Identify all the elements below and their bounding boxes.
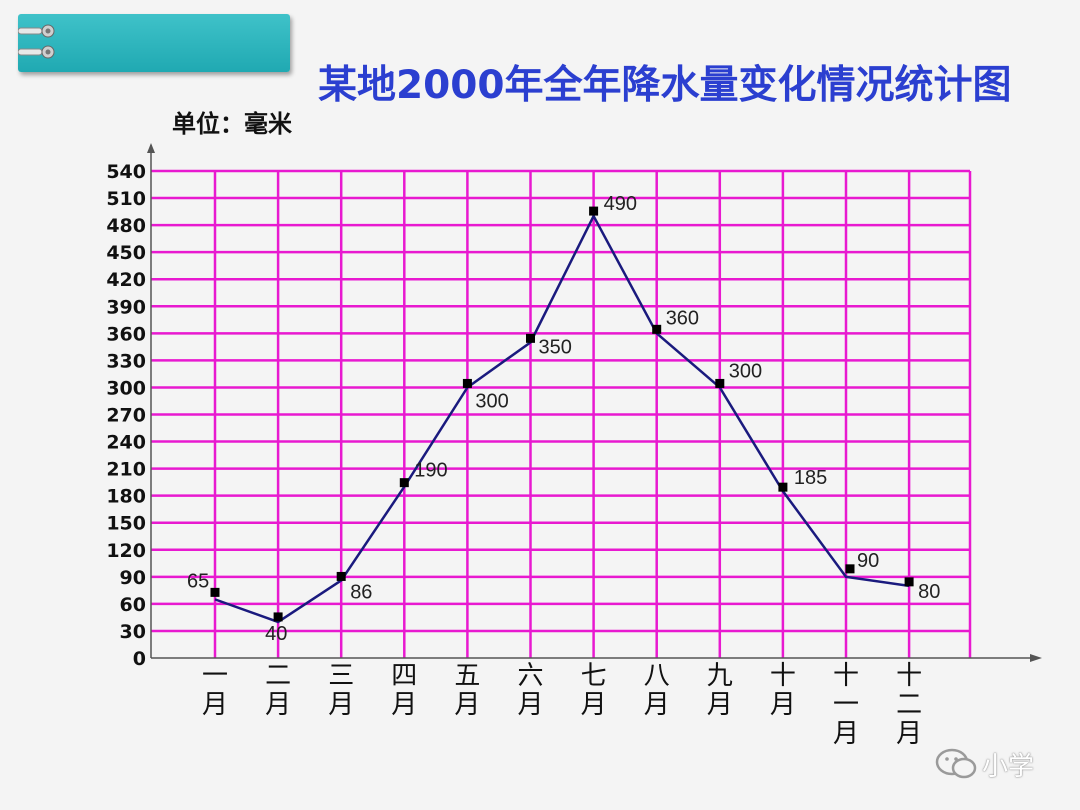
chart-title: 某地2000年全年降水量变化情况统计图 [318,63,1012,108]
x-tick-label: 月 [517,690,543,720]
x-tick-label: 二 [265,661,291,691]
y-tick-label: 270 [106,405,146,427]
y-tick-label: 300 [106,377,146,399]
x-tick-label: 一 [202,661,228,691]
x-tick-label: 四 [391,661,417,691]
data-label: 185 [794,467,827,489]
x-tick-label: 月 [454,690,480,720]
y-tick-label: 30 [120,621,146,643]
wechat-logo-icon [935,748,977,779]
y-tick-label: 540 [106,161,146,183]
x-tick-label: 月 [202,690,228,720]
y-tick-label: 420 [106,269,146,291]
data-point-marker [845,564,855,574]
x-tick-label: 五 [454,661,480,691]
data-point-marker [210,587,220,597]
x-tick-label: 十 [896,661,922,691]
y-tick-label: 0 [133,648,146,670]
data-label: 490 [604,193,637,215]
data-point-marker [904,577,914,587]
title-tab-banner [18,14,290,72]
data-label: 80 [918,581,940,603]
data-point-marker [778,482,788,492]
data-point-marker [526,333,535,343]
x-axis-arrow [1030,654,1042,662]
x-tick-label: 九 [707,661,733,691]
x-tick-label: 月 [328,690,354,720]
x-tick-label: 月 [833,719,859,749]
x-tick-label: 八 [644,661,670,691]
data-label: 350 [539,336,572,358]
x-tick-label: 月 [644,690,670,720]
data-label: 40 [265,623,287,645]
y-tick-label: 330 [106,350,146,372]
y-tick-label: 150 [106,513,146,535]
data-point-marker [589,206,599,216]
y-tick-label: 480 [106,215,146,237]
x-tick-label: 月 [391,690,417,720]
x-tick-label: 三 [328,661,354,691]
x-tick-label: 一 [833,690,859,720]
y-axis-arrow [147,143,155,153]
x-tick-label: 二 [896,690,922,720]
series-line [214,213,910,624]
x-tick-label: 十 [770,661,796,691]
y-tick-label: 180 [106,486,146,508]
data-label: 300 [475,390,508,412]
data-label: 190 [414,460,447,482]
y-tick-label: 510 [106,188,146,210]
y-tick-label: 120 [106,540,146,562]
y-tick-label: 240 [106,432,146,454]
x-tick-label: 月 [896,719,922,749]
data-point-marker [399,478,409,488]
x-tick-label: 七 [581,661,607,691]
binder-ring-icon [18,24,55,38]
unit-label: 单位：毫米 [172,110,292,138]
x-tick-label: 月 [707,690,733,720]
y-tick-label: 210 [106,459,146,481]
data-point-marker [336,571,346,581]
data-label: 86 [350,581,372,603]
data-label: 300 [729,360,762,382]
x-tick-label: 六 [517,661,543,691]
binder-ring-icon [18,45,55,59]
data-label: 90 [857,550,879,572]
data-point-marker [462,378,472,388]
y-tick-label: 390 [106,296,146,318]
data-point-marker [652,324,662,334]
x-tick-label: 十 [833,661,859,691]
y-tick-label: 60 [120,594,146,616]
watermark-text: 小学 [982,752,1035,782]
y-tick-label: 360 [106,323,146,345]
x-tick-label: 月 [581,690,607,720]
y-tick-label: 90 [120,567,146,589]
x-tick-label: 月 [770,690,796,720]
x-tick-label: 月 [265,690,291,720]
data-label: 360 [666,307,699,329]
data-point-marker [715,378,725,388]
y-tick-label: 450 [106,242,146,264]
data-label: 65 [187,570,209,592]
data-point-marker [273,612,283,622]
